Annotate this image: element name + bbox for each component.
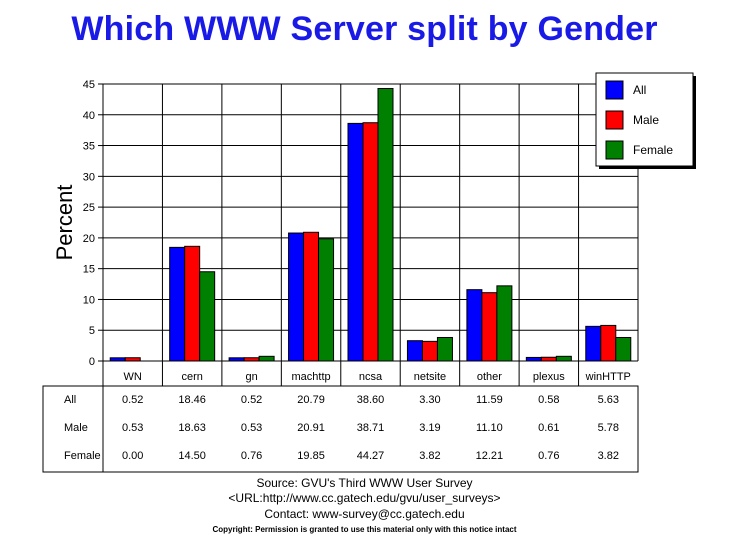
bar-male-ncsa — [362, 122, 379, 362]
table-cell-female: 44.27 — [357, 450, 385, 462]
bar-all-ncsa — [347, 122, 364, 362]
legend: All Male Female — [595, 72, 696, 169]
table-cell-male: 38.71 — [357, 422, 385, 434]
chart-title: Which WWW Server split by Gender — [71, 10, 658, 48]
table-cell-male: 3.19 — [419, 422, 440, 434]
y-tick-label: 0 — [89, 356, 95, 368]
bar-all-winHTTP — [585, 325, 602, 362]
bar-male-machttp — [303, 231, 320, 362]
y-tick-label: 5 — [89, 325, 95, 337]
table-row-label-female: Female — [64, 450, 101, 462]
table-cell-all: 0.52 — [241, 394, 262, 406]
y-tick-label: 35 — [83, 141, 95, 153]
bar-male-plexus — [540, 356, 557, 362]
table-cell-female: 3.82 — [598, 450, 619, 462]
table-cell-female: 3.82 — [419, 450, 440, 462]
x-tick-label: other — [477, 371, 502, 383]
table-cell-all: 38.60 — [357, 394, 385, 406]
table-cell-all: 20.79 — [297, 394, 325, 406]
x-tick-label: gn — [245, 371, 257, 383]
bar-all-plexus — [525, 356, 542, 362]
table-row-label-all: All — [64, 394, 76, 406]
bar-female-gn — [258, 355, 275, 362]
table-cell-male: 0.53 — [241, 422, 262, 434]
bar-female-plexus — [555, 355, 572, 362]
table-cell-all: 0.58 — [538, 394, 559, 406]
bar-all-cern — [169, 246, 186, 362]
legend-label-male: Male — [633, 113, 659, 127]
y-tick-label: 40 — [83, 110, 95, 122]
data-table: WN cern gn machttp ncsa netsite other plexus win… — [42, 361, 639, 473]
bar-all-netsite — [406, 340, 423, 362]
table-cell-female: 14.50 — [178, 450, 206, 462]
bar-male-cern — [184, 245, 201, 362]
bar-male-netsite — [421, 340, 438, 362]
table-cell-all: 5.63 — [598, 394, 619, 406]
bars — [109, 87, 632, 362]
x-tick-label: netsite — [414, 371, 446, 383]
footer-source: Source: GVU's Third WWW User Survey — [256, 476, 473, 490]
table-cell-male: 20.91 — [297, 422, 325, 434]
table-cell-male: 11.10 — [476, 422, 503, 434]
x-tick-label: machttp — [291, 371, 330, 383]
x-tick-label: winHTTP — [585, 371, 631, 383]
bar-female-winHTTP — [615, 336, 632, 362]
table-cell-male: 0.53 — [122, 422, 143, 434]
bar-female-other — [496, 285, 513, 362]
y-tick-label: 30 — [83, 171, 95, 183]
table-cell-all: 18.46 — [178, 394, 206, 406]
footer-contact: Contact: www-survey@cc.gatech.edu — [264, 507, 465, 521]
table-cell-female: 19.85 — [297, 450, 325, 462]
y-tick-label: 25 — [83, 202, 95, 214]
table-cell-all: 11.59 — [476, 394, 503, 406]
table-cell-male: 5.78 — [598, 422, 619, 434]
table-cell-female: 0.76 — [538, 450, 559, 462]
bar-male-other — [481, 292, 498, 362]
legend-swatch-all — [605, 80, 624, 100]
y-tick-label: 10 — [83, 294, 95, 306]
footer-url: <URL:http://www.cc.gatech.edu/gvu/user_s… — [228, 491, 501, 505]
y-tick-label: 45 — [83, 79, 95, 91]
bar-female-ncsa — [377, 87, 394, 362]
bar-all-machttp — [288, 232, 305, 362]
bar-male-winHTTP — [600, 324, 617, 362]
y-axis-label: Percent — [52, 185, 77, 261]
table-row-label-male: Male — [64, 422, 88, 434]
table-cell-all: 0.52 — [122, 394, 143, 406]
x-tick-label: WN — [124, 371, 142, 383]
table-cell-female: 0.00 — [122, 450, 143, 462]
table-cell-female: 12.21 — [476, 450, 504, 462]
x-tick-label: ncsa — [359, 371, 383, 383]
legend-swatch-female — [605, 140, 624, 160]
table-cell-female: 0.76 — [241, 450, 262, 462]
legend-swatch-male — [605, 110, 624, 130]
y-tick-label: 15 — [83, 264, 95, 276]
bar-all-other — [466, 289, 483, 362]
axes: 0 5 10 15 20 25 30 35 40 45 Percent — [52, 79, 639, 368]
table-cell-all: 3.30 — [419, 394, 440, 406]
x-tick-label: cern — [181, 371, 202, 383]
bar-female-machttp — [318, 238, 335, 362]
x-tick-label: plexus — [533, 371, 565, 383]
y-tick-label: 20 — [83, 233, 95, 245]
legend-label-female: Female — [633, 143, 673, 157]
table-cell-male: 18.63 — [178, 422, 206, 434]
legend-label-all: All — [633, 83, 646, 97]
footer-copyright: Copyright: Permission is granted to use … — [212, 525, 517, 534]
table-cell-male: 0.61 — [538, 422, 559, 434]
bar-female-cern — [199, 271, 216, 362]
bar-female-netsite — [436, 336, 453, 362]
